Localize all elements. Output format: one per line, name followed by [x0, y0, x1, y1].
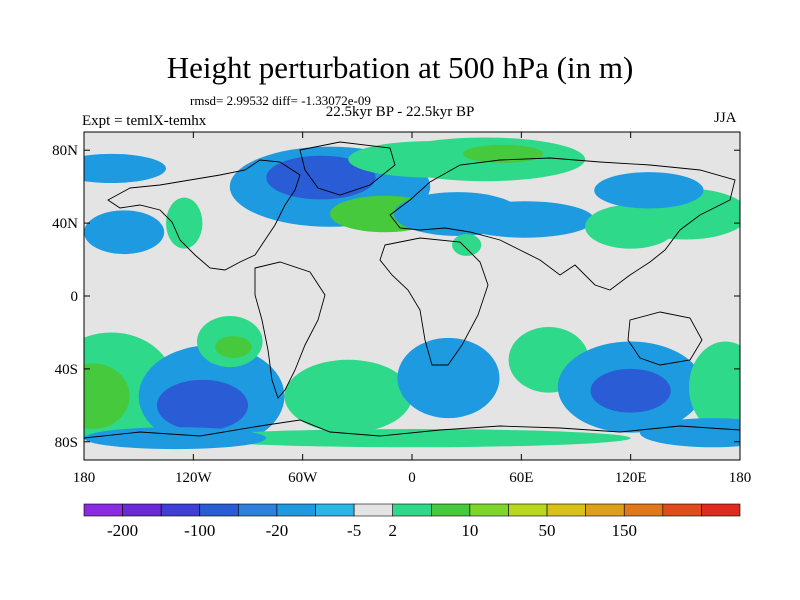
colorbar — [83, 503, 741, 517]
contour-blob-25 — [590, 368, 671, 413]
x-axis: 180 120W 60W 0 60E 120E 180 — [73, 132, 752, 486]
y-tick-label-3: 40S — [55, 362, 78, 378]
contour-blob-20 — [215, 336, 252, 358]
contour-blob-16 — [84, 363, 130, 430]
colorbar-swatch-9 — [430, 503, 471, 517]
contour-blob-14 — [452, 234, 482, 256]
chart-title: Height perturbation at 500 hPa (in m) — [166, 50, 634, 85]
colorbar-swatch-1 — [122, 503, 162, 517]
contour-blob-4 — [266, 155, 376, 200]
y-tick-label-2: 0 — [71, 289, 79, 305]
colorbar-swatch-2 — [160, 503, 201, 517]
contour-blob-26 — [688, 341, 740, 433]
contour-blob-2 — [166, 197, 203, 249]
colorbar-swatch-8 — [392, 503, 432, 517]
colorbar-swatch-6 — [315, 503, 355, 517]
colorbar-labels: -200 -100 -20 -5 2 10 50 150 — [107, 521, 637, 540]
coast-australia — [627, 311, 703, 366]
contour-blob-10 — [455, 201, 595, 238]
colorbar-swatch-16 — [701, 503, 741, 517]
y-tick-label-4: 80S — [55, 435, 78, 451]
colorbar-label-4: 2 — [388, 521, 397, 540]
colorbar-label-5: 10 — [461, 521, 478, 540]
contour-blob-7 — [463, 144, 544, 163]
coast-eurasia — [389, 157, 736, 291]
contour-blob-0 — [84, 153, 166, 184]
x-tick-label-6: 180 — [729, 470, 752, 486]
colorbar-label-1: -100 — [184, 521, 215, 540]
colorbar-swatch-0 — [83, 503, 123, 517]
colorbar-swatch-14 — [623, 503, 664, 517]
coast-antarctica — [84, 419, 740, 439]
y-axis: 80N 40N 0 40S 80S — [52, 143, 740, 451]
contour-blob-21 — [284, 359, 412, 433]
contour-blob-29 — [639, 418, 740, 448]
colorbar-swatch-4 — [238, 503, 278, 517]
contour-blob-18 — [156, 379, 248, 431]
y-tick-label-1: 40N — [52, 216, 78, 232]
y-tick-label-0: 80N — [52, 143, 78, 159]
colorbar-label-6: 50 — [539, 521, 556, 540]
x-tick-label-5: 120E — [615, 470, 647, 486]
colorbar-swatch-3 — [199, 503, 239, 517]
contour-blob-13 — [594, 172, 704, 209]
x-tick-label-0: 180 — [73, 470, 96, 486]
coast-north-america — [107, 159, 301, 271]
x-tick-label-1: 120W — [175, 470, 213, 486]
contour-blob-27 — [193, 429, 631, 448]
colorbar-swatch-12 — [546, 503, 586, 517]
colorbar-label-3: -5 — [347, 521, 361, 540]
stats-line: rmsd= 2.99532 diff= -1.33072e-09 — [190, 93, 371, 108]
x-tick-label-4: 60E — [509, 470, 533, 486]
season-label: JJA — [714, 110, 737, 126]
colorbar-swatch-13 — [585, 503, 625, 517]
contour-blob-28 — [84, 427, 267, 450]
coast-greenland — [299, 141, 396, 196]
colorbar-swatch-10 — [469, 503, 509, 517]
colorbar-swatch-7 — [353, 503, 394, 517]
contour-blob-1 — [84, 210, 165, 255]
map-area — [84, 132, 740, 460]
colorbar-swatch-11 — [508, 503, 548, 517]
x-tick-label-3: 0 — [408, 470, 416, 486]
coastlines — [84, 141, 740, 439]
colorbar-label-2: -20 — [266, 521, 289, 540]
colorbar-label-0: -200 — [107, 521, 138, 540]
colorbar-label-7: 150 — [611, 521, 637, 540]
experiment-label: Expt = temlX-temhx — [82, 113, 207, 129]
colorbar-swatch-15 — [662, 503, 702, 517]
colorbar-swatch-5 — [276, 503, 316, 517]
coast-south-america — [254, 261, 326, 399]
period-label: 22.5kyr BP - 22.5kyr BP — [325, 104, 475, 120]
contour-blob-22 — [397, 337, 500, 419]
x-tick-label-2: 60W — [288, 470, 318, 486]
coast-africa — [379, 237, 489, 366]
